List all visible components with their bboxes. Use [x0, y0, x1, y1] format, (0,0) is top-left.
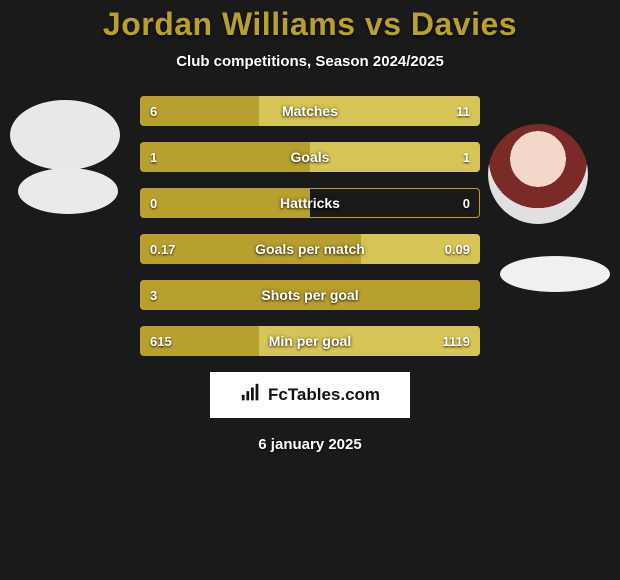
stat-row: Goals11: [140, 142, 480, 172]
page-title: Jordan Williams vs Davies: [0, 6, 620, 43]
player-left-avatar-placeholder: [10, 100, 120, 170]
watermark-icon: [240, 382, 262, 409]
watermark: FcTables.com: [210, 372, 410, 418]
stat-bar-track: [140, 326, 480, 356]
stat-bar-left: [140, 188, 310, 218]
player-right-avatar: [488, 124, 588, 224]
stat-bars: Matches611 Goals11 Hattricks00 Goals per ma…: [140, 96, 480, 356]
stat-bar-track: [140, 280, 480, 310]
comparison-infographic: Jordan Williams vs Davies Club competiti…: [0, 0, 620, 580]
stat-bar-left: [140, 326, 259, 356]
stat-bar-track: [140, 142, 480, 172]
player-right-shadow: [500, 256, 610, 292]
stat-bar-track: [140, 234, 480, 264]
player-left-shadow: [18, 168, 118, 214]
date-label: 6 january 2025: [0, 436, 620, 453]
stat-row: Goals per match0.170.09: [140, 234, 480, 264]
stat-row: Shots per goal3: [140, 280, 480, 310]
watermark-text: FcTables.com: [268, 385, 380, 405]
stat-bar-right: [361, 234, 480, 264]
stat-bar-right: [259, 326, 480, 356]
stat-bar-left: [140, 142, 310, 172]
stat-row: Min per goal6151119: [140, 326, 480, 356]
stat-bar-left: [140, 280, 480, 310]
stat-bar-right: [310, 142, 480, 172]
subtitle: Club competitions, Season 2024/2025: [0, 53, 620, 70]
stat-bar-track: [140, 188, 480, 218]
stat-bar-left: [140, 96, 259, 126]
stat-bar-right: [259, 96, 480, 126]
stat-row: Matches611: [140, 96, 480, 126]
stat-bar-left: [140, 234, 361, 264]
stat-row: Hattricks00: [140, 188, 480, 218]
stat-bar-track: [140, 96, 480, 126]
